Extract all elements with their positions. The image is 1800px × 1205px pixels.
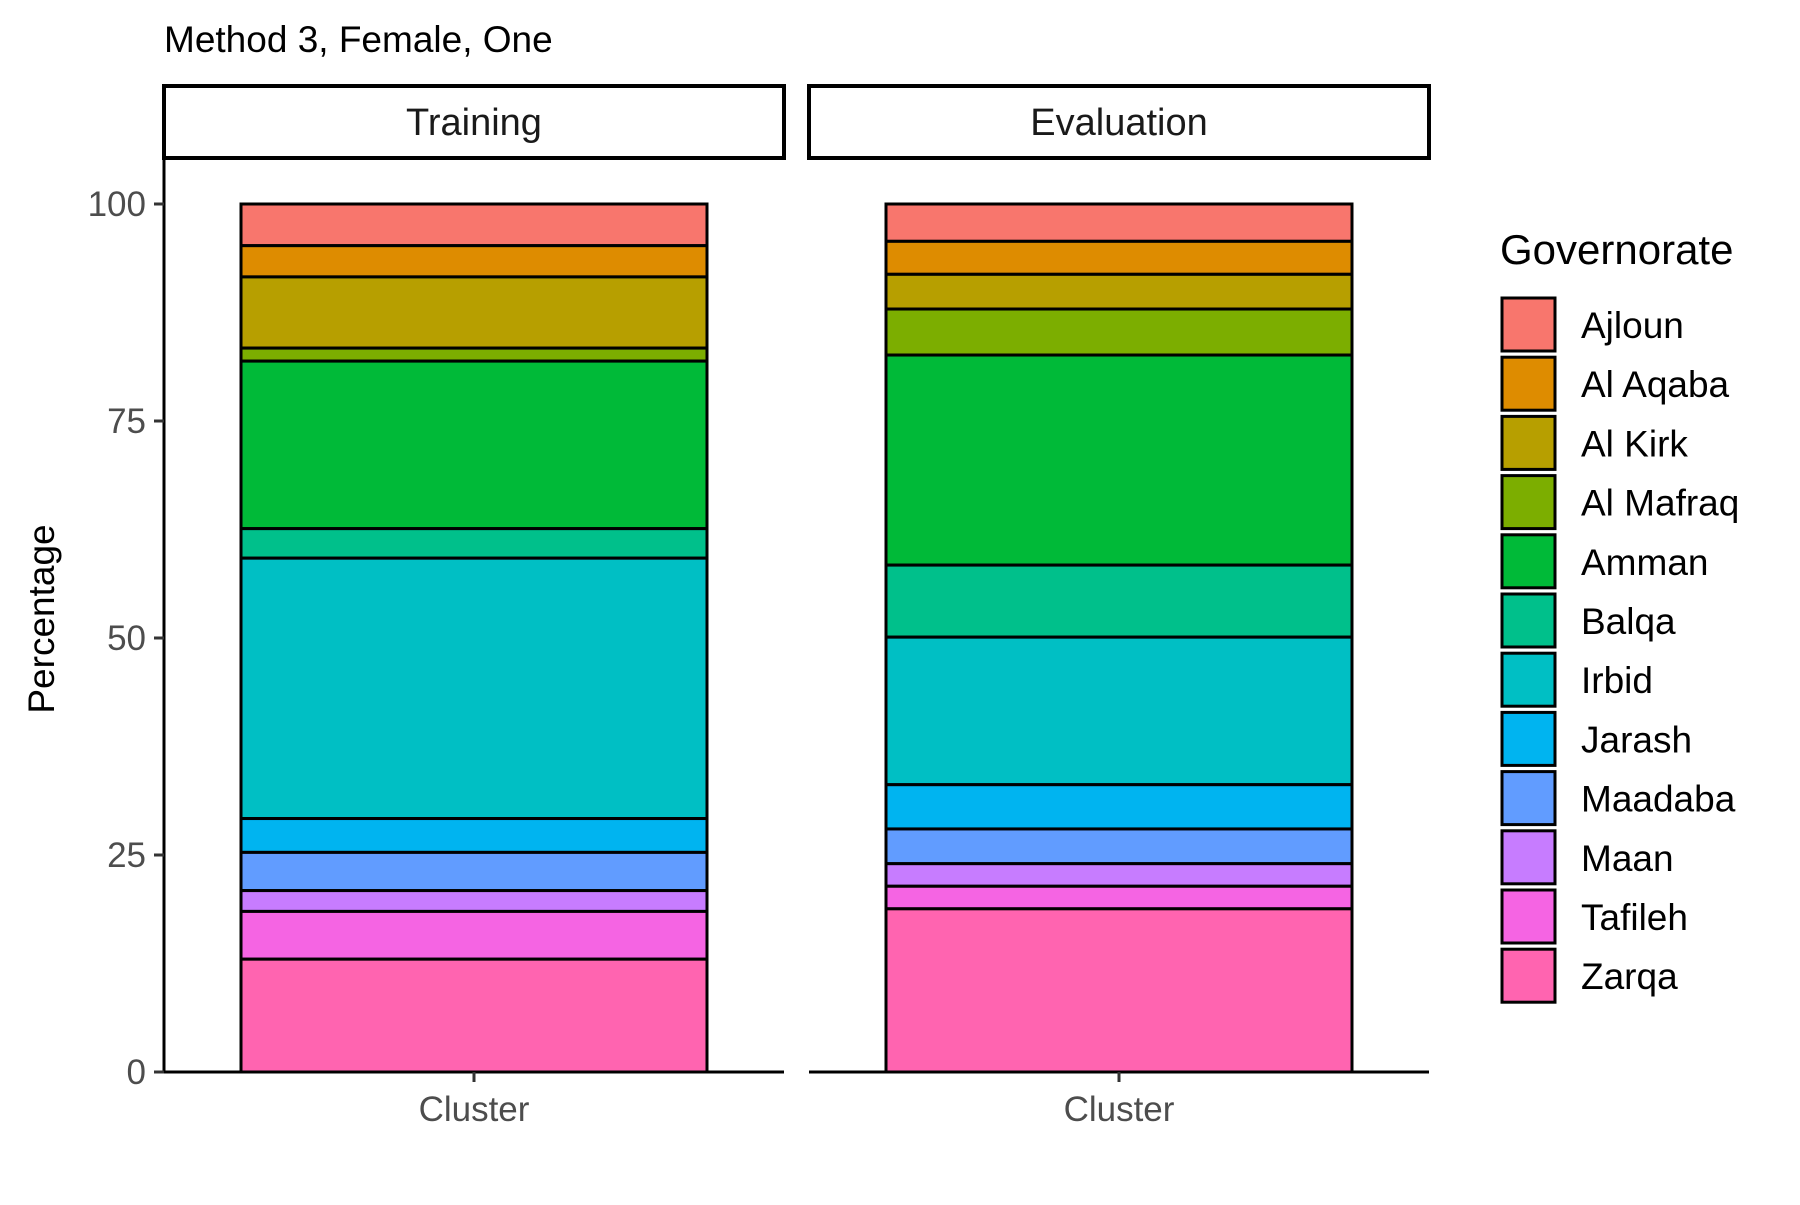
bar-segment-zarqa: Zarqa — [884, 907, 1354, 1074]
bar-segment-al-aqaba: Al Aqaba — [239, 244, 709, 279]
bar-segment-zarqa: Zarqa — [239, 957, 709, 1074]
y-tick-label: 0 — [127, 1053, 146, 1092]
bar-segment-maan: Maan — [239, 889, 709, 913]
bar-segment-jarash: Jarash — [884, 783, 1354, 831]
legend-key — [1500, 592, 1557, 649]
legend-label: Jarash — [1581, 719, 1692, 760]
legend-item-al-mafraq: Al Mafraq — [1500, 474, 1739, 531]
bar-segment-al-aqaba: Al Aqaba — [884, 239, 1354, 276]
legend: Ajloun Al Aqaba Al Kirk Al Mafraq Amman Balqa… — [1500, 296, 1739, 1004]
bar-segment-al-kirk: Al Kirk — [239, 275, 709, 350]
legend-item-al-aqaba: Al Aqaba — [1500, 355, 1730, 412]
legend-label: Ajloun — [1581, 305, 1684, 346]
bar-segment-maan: Maan — [884, 862, 1354, 888]
bar-segment-amman: Amman — [884, 353, 1354, 567]
legend-label: Zarqa — [1581, 956, 1678, 997]
bar-segment-irbid: Irbid — [239, 556, 709, 821]
legend-label: Balqa — [1581, 601, 1676, 642]
legend-label: Al Kirk — [1581, 423, 1688, 464]
legend-label: Maadaba — [1581, 779, 1736, 820]
facet-strip-label: Evaluation — [1030, 102, 1207, 144]
legend-key — [1500, 533, 1557, 590]
bar-segment-balqa: Balqa — [884, 563, 1354, 639]
facet-strip — [807, 84, 1431, 160]
y-tick-label: 50 — [107, 619, 146, 658]
legend-item-amman: Amman — [1500, 533, 1708, 590]
legend-item-maan: Maan — [1500, 829, 1674, 886]
legend-label: Maan — [1581, 838, 1674, 879]
legend-item-jarash: Jarash — [1500, 710, 1692, 767]
bar-segment-maadaba: Maadaba — [239, 850, 709, 893]
legend-key — [1500, 947, 1557, 1004]
legend-item-al-kirk: Al Kirk — [1500, 414, 1688, 471]
legend-key — [1500, 829, 1557, 886]
legend-key — [1500, 651, 1557, 708]
legend-key — [1500, 414, 1557, 471]
bar-segment-tafileh: Tafileh — [239, 909, 709, 961]
legend-item-tafileh: Tafileh — [1500, 888, 1688, 945]
legend-title: Governorate — [1500, 226, 1733, 273]
legend-label: Al Mafraq — [1581, 483, 1739, 524]
legend-item-zarqa: Zarqa — [1500, 947, 1678, 1004]
bar-segment-amman: Amman — [239, 359, 709, 531]
bar-segment-al-kirk: Al Kirk — [884, 272, 1354, 311]
bar-segment-tafileh: Tafileh — [884, 884, 1354, 911]
bar-segment-al-mafraq: Al Mafraq — [239, 346, 709, 363]
legend-item-balqa: Balqa — [1500, 592, 1676, 649]
legend-item-maadaba: Maadaba — [1500, 770, 1736, 827]
legend-key — [1500, 296, 1557, 353]
chart-title: Method 3, Female, One — [164, 19, 553, 60]
legend-key — [1500, 474, 1557, 531]
legend-key — [1500, 355, 1557, 412]
bar-segment-al-mafraq: Al Mafraq — [884, 307, 1354, 357]
legend-item-ajloun: Ajloun — [1500, 296, 1684, 353]
legend-key — [1500, 888, 1557, 945]
bar-segment-ajloun: Ajloun — [239, 202, 709, 248]
y-tick-label: 25 — [107, 836, 146, 875]
legend-label: Irbid — [1581, 660, 1653, 701]
facet-strip-label: Training — [406, 102, 542, 144]
y-axis-title: Percentage — [21, 524, 62, 713]
y-tick-label: 100 — [88, 185, 146, 224]
legend-key — [1500, 770, 1557, 827]
bar-segment-ajloun: Ajloun — [884, 202, 1354, 243]
bar-segment-balqa: Balqa — [239, 527, 709, 560]
legend-label: Tafileh — [1581, 897, 1688, 938]
legend-label: Al Aqaba — [1581, 364, 1730, 405]
y-tick-label: 75 — [107, 402, 146, 441]
bar-segment-maadaba: Maadaba — [884, 827, 1354, 866]
bar-segment-irbid: Irbid — [884, 635, 1354, 787]
legend-key — [1500, 710, 1557, 767]
x-tick-label: Cluster — [419, 1090, 530, 1129]
legend-item-irbid: Irbid — [1500, 651, 1653, 708]
legend-label: Amman — [1581, 542, 1708, 583]
facet-strip — [162, 84, 786, 160]
x-tick-label: Cluster — [1064, 1090, 1175, 1129]
bar-segment-jarash: Jarash — [239, 817, 709, 854]
